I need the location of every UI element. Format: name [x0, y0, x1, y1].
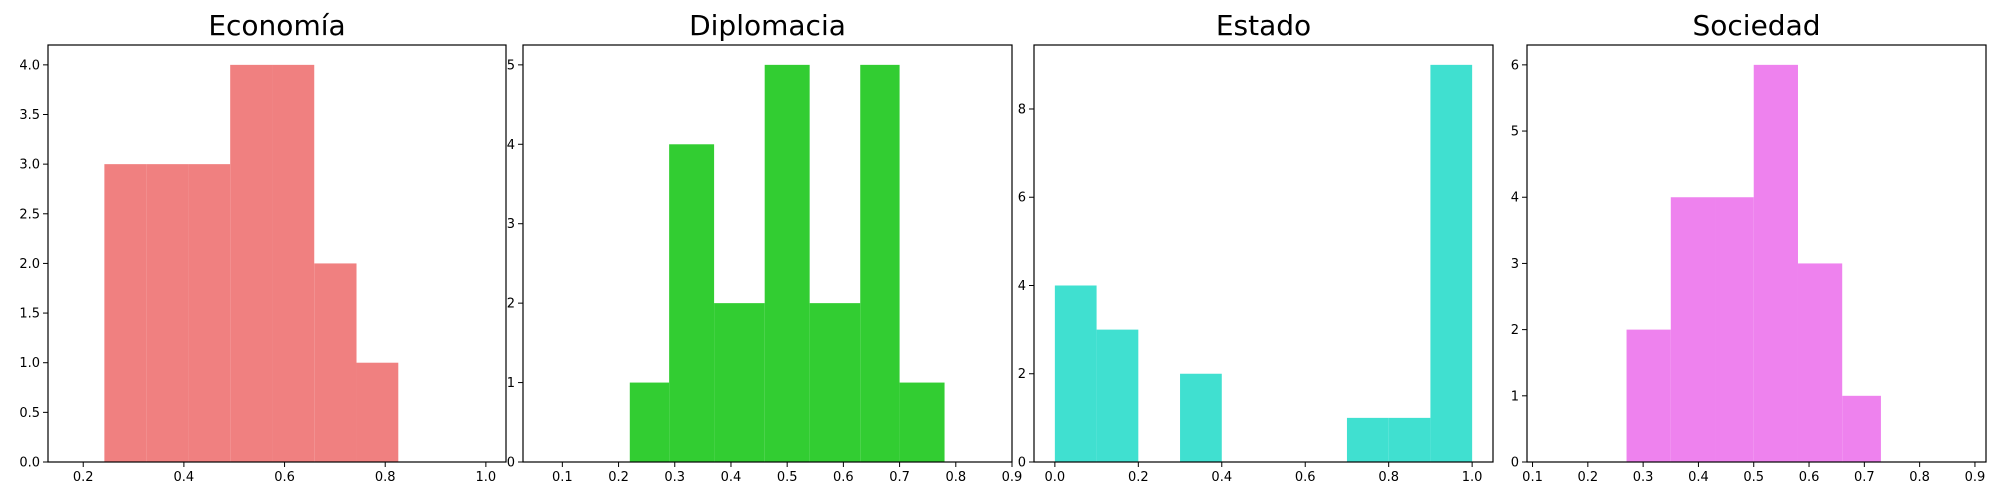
x-tick-label: 0.4: [1211, 470, 1232, 485]
x-tick-label: 0.1: [552, 470, 573, 485]
y-tick-label: 2: [507, 297, 515, 312]
histogram-bar: [1346, 417, 1389, 462]
x-tick-label: 0.3: [664, 470, 685, 485]
histogram-bar: [146, 164, 189, 462]
y-tick-label: 8: [1018, 102, 1026, 117]
x-tick-label: 0.0: [1045, 470, 1066, 485]
y-tick-label: 6: [1018, 191, 1026, 206]
x-tick-label: 0.6: [1295, 470, 1316, 485]
x-tick-label: 0.5: [1743, 470, 1764, 485]
histogram-bar: [1753, 64, 1798, 462]
x-tick-label: 0.1: [1522, 470, 1543, 485]
y-tick-label: 4.0: [19, 58, 40, 73]
x-tick-label: 0.8: [1378, 470, 1399, 485]
y-tick-label: 3: [1511, 257, 1519, 272]
x-tick-label: 0.7: [1854, 470, 1875, 485]
y-tick-label: 6: [1511, 58, 1519, 73]
histogram-bar: [230, 64, 273, 462]
y-tick-label: 3: [507, 217, 515, 232]
histogram-bar: [188, 164, 231, 462]
y-tick-label: 1: [1511, 389, 1519, 404]
y-tick-label: 2: [1018, 367, 1026, 382]
x-tick-label: 0.3: [1633, 470, 1654, 485]
y-tick-label: 2.0: [19, 257, 40, 272]
y-tick-label: 0.5: [19, 406, 40, 421]
axes-frame: [522, 44, 1013, 463]
histogram-bar: [1842, 395, 1881, 462]
chart-title: Estado: [1216, 9, 1311, 42]
x-tick-label: 0.8: [945, 470, 966, 485]
y-tick-label: 3.0: [19, 158, 40, 173]
y-tick-label: 4: [1511, 191, 1519, 206]
histogram-bar: [1096, 329, 1139, 462]
chart-title: Economía: [208, 9, 345, 42]
y-tick-label: 0.0: [19, 456, 40, 471]
x-tick-label: 0.4: [174, 470, 195, 485]
histogram-bar: [1626, 329, 1671, 462]
x-tick-label: 0.6: [274, 470, 295, 485]
histogram-bar: [1388, 417, 1431, 462]
histogram-bar: [104, 164, 147, 462]
axes-frame: [1033, 44, 1494, 463]
histogram-bar: [714, 303, 765, 462]
axes-frame: [47, 44, 507, 463]
histogram-bar: [1670, 197, 1716, 462]
x-tick-label: 0.4: [1688, 470, 1709, 485]
y-tick-label: 2.5: [19, 207, 40, 222]
y-tick-label: 0: [1018, 456, 1026, 471]
x-tick-label: 0.2: [73, 470, 94, 485]
x-tick-label: 0.2: [1128, 470, 1149, 485]
histogram-bar: [1180, 373, 1222, 462]
histogram-bar: [356, 362, 399, 462]
histogram-bar: [1715, 197, 1754, 462]
histogram-bar: [272, 64, 315, 462]
histogram-bar: [1054, 285, 1097, 462]
chart-panel-1: Economía 0.2 0.4 0.6 0.8 1.0 0.0 0.5 1.0 1.5 2.0 2.…: [19, 9, 507, 485]
chart-panel-3: Estado 0.0 0.2 0.4 0.6 0.8 1.0 0 2 4 6 8: [1018, 9, 1494, 485]
y-tick-label: 5: [1511, 125, 1519, 140]
x-tick-label: 0.6: [1799, 470, 1820, 485]
x-tick-label: 0.2: [1577, 470, 1598, 485]
histogram-bar: [899, 382, 945, 462]
y-tick-label: 0: [507, 456, 515, 471]
x-tick-label: 0.5: [777, 470, 798, 485]
x-tick-label: 0.8: [375, 470, 396, 485]
y-tick-label: 0: [1511, 456, 1519, 471]
x-tick-label: 1.0: [1462, 470, 1483, 485]
axes-frame: [1526, 44, 1987, 463]
y-tick-label: 1.0: [19, 356, 40, 371]
x-tick-label: 0.7: [889, 470, 910, 485]
y-tick-label: 4: [507, 138, 515, 153]
y-tick-label: 2: [1511, 323, 1519, 338]
x-tick-label: 0.2: [608, 470, 629, 485]
histogram-bar: [860, 64, 900, 462]
y-tick-label: 4: [1018, 279, 1026, 294]
histogram-bar: [764, 64, 810, 462]
chart-title: Diplomacia: [689, 9, 846, 42]
y-tick-label: 3.5: [19, 108, 40, 123]
histogram-bar: [1430, 64, 1473, 462]
x-tick-label: 0.4: [721, 470, 742, 485]
chart-panel-4: Sociedad 0.1 0.2 0.3 0.4 0.5 0.6 0.7 0.8 0.9 0 1 2 3 4…: [1511, 9, 1987, 485]
y-tick-label: 1.5: [19, 307, 40, 322]
chart-title: Sociedad: [1692, 9, 1820, 42]
histogram-bar: [1797, 263, 1843, 462]
x-tick-label: 0.6: [833, 470, 854, 485]
x-tick-label: 0.8: [1909, 470, 1930, 485]
x-tick-label: 0.9: [1002, 470, 1023, 485]
histogram-bar: [629, 382, 670, 462]
histogram-bar: [669, 144, 715, 463]
y-tick-label: 5: [507, 58, 515, 73]
y-tick-label: 1: [507, 376, 515, 391]
histogram-bar: [314, 263, 357, 462]
x-tick-label: 0.9: [1965, 470, 1986, 485]
histogram-bar: [809, 303, 861, 462]
x-tick-label: 1.0: [476, 470, 497, 485]
